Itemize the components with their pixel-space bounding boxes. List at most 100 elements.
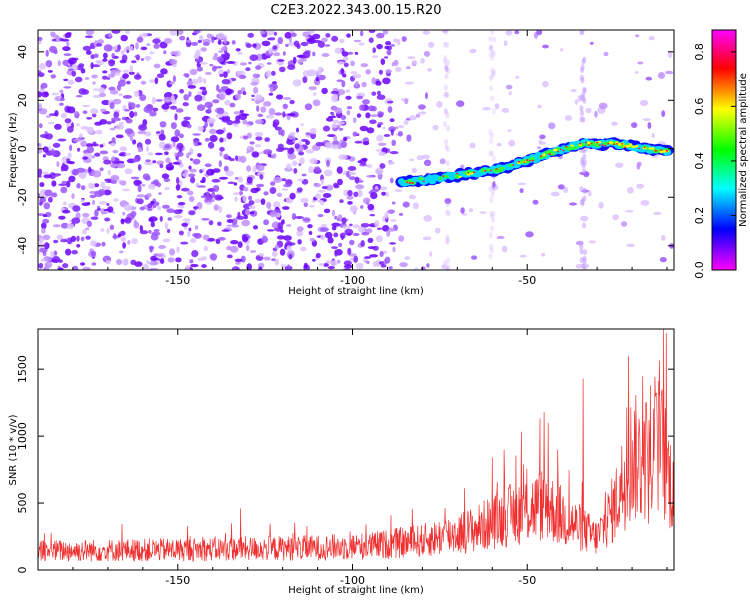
heatmap-cell [370, 106, 377, 112]
heatmap-cell [51, 180, 57, 187]
heatmap-cell [86, 220, 92, 227]
heatmap-cell [322, 125, 331, 132]
heatmap-cell [39, 237, 44, 243]
heatmap-cell [71, 250, 78, 255]
heatmap-cell [274, 126, 282, 131]
heatmap-cell [365, 112, 371, 119]
heatmap-cell [383, 134, 391, 137]
heatmap-cell [376, 32, 385, 39]
signal-track-cell [625, 145, 631, 148]
heatmap-cell [251, 98, 256, 102]
heatmap-cell [489, 85, 494, 92]
heatmap-cell [96, 43, 103, 47]
heatmap-cell [331, 113, 335, 117]
heatmap-cell [360, 30, 364, 37]
heatmap-cell [446, 257, 451, 264]
heatmap-cell [186, 123, 192, 129]
heatmap-cell [86, 116, 93, 120]
heatmap-cell [349, 223, 353, 227]
heatmap-cell [284, 32, 292, 39]
heatmap-cell [92, 94, 102, 98]
signal-track-cell [604, 144, 607, 147]
heatmap-cell [422, 236, 432, 241]
heatmap-cell [223, 71, 228, 78]
heatmap-cell [45, 115, 52, 118]
heatmap-cell [280, 229, 284, 233]
heatmap-cell [542, 44, 549, 49]
heatmap-cell [161, 173, 170, 179]
heatmap-cell [92, 81, 96, 85]
heatmap-cell [173, 215, 183, 219]
heatmap-cell [90, 108, 99, 115]
heatmap-cell [197, 185, 206, 188]
heatmap-cell [299, 157, 305, 165]
heatmap-cell [488, 253, 493, 260]
heatmap-cell [580, 67, 584, 73]
heatmap-cell [354, 80, 359, 88]
heatmap-cell [226, 132, 233, 140]
heatmap-cell [346, 33, 351, 38]
heatmap-cell [317, 66, 323, 73]
heatmap-cell [445, 209, 449, 216]
heatmap-cell [156, 160, 165, 165]
heatmap-cell [280, 129, 285, 137]
heatmap-cell [366, 164, 373, 168]
heatmap-cell [339, 199, 344, 204]
heatmap-cell [496, 235, 505, 240]
heatmap-cell [388, 227, 396, 232]
heatmap-cell [337, 259, 341, 264]
heatmap-cell [640, 99, 649, 107]
heatmap-cell [307, 224, 313, 229]
heatmap-cell [71, 217, 81, 224]
heatmap-cell [243, 187, 249, 192]
heatmap-cell [113, 111, 120, 119]
heatmap-cell [232, 267, 236, 270]
heatmap-cell [91, 262, 97, 266]
heatmap-cell [446, 67, 451, 74]
heatmap-cell [341, 217, 347, 225]
heatmap-cell [185, 264, 190, 270]
heatmap-cell [160, 129, 165, 135]
heatmap-cell [661, 234, 666, 241]
heatmap-cell [489, 150, 494, 157]
heatmap-cell [647, 122, 652, 129]
heatmap-cell [368, 37, 374, 43]
heatmap-cell [118, 233, 122, 238]
heatmap-cell [349, 205, 358, 213]
heatmap-cell [352, 232, 360, 237]
heatmap-cell [519, 254, 527, 258]
heatmap-cell [75, 95, 83, 98]
heatmap-cell [102, 211, 108, 215]
heatmap-cell [94, 152, 101, 157]
heatmap-cell [76, 183, 81, 189]
heatmap-cell [269, 37, 276, 41]
heatmap-cell [100, 181, 106, 188]
heatmap-cell [206, 33, 212, 39]
heatmap-cell [321, 185, 328, 190]
heatmap-cell [334, 215, 338, 220]
signal-track-cell [467, 172, 470, 174]
signal-track-cell [480, 167, 485, 173]
heatmap-cell [59, 89, 64, 94]
heatmap-cell [296, 127, 299, 133]
heatmap-cell [102, 70, 108, 74]
heatmap-cell [367, 237, 374, 243]
signal-track-cell [615, 143, 618, 145]
heatmap-cell [443, 55, 448, 62]
heatmap-cell [133, 111, 138, 117]
heatmap-cell [85, 235, 91, 240]
heatmap-cell [471, 255, 478, 260]
signal-track [395, 137, 674, 188]
heatmap-cell [488, 51, 493, 58]
heatmap-cell [265, 114, 275, 119]
heatmap-cell [490, 225, 494, 232]
heatmap-cell [490, 67, 495, 74]
heatmap-cell [380, 58, 386, 65]
heatmap-cell [382, 30, 389, 35]
heatmap-cell [65, 248, 72, 256]
heatmap-cell [488, 35, 493, 42]
heatmap-cell [60, 112, 67, 119]
heatmap-cell [153, 43, 160, 49]
heatmap-cell [116, 259, 123, 265]
heatmap-cell [113, 198, 119, 202]
